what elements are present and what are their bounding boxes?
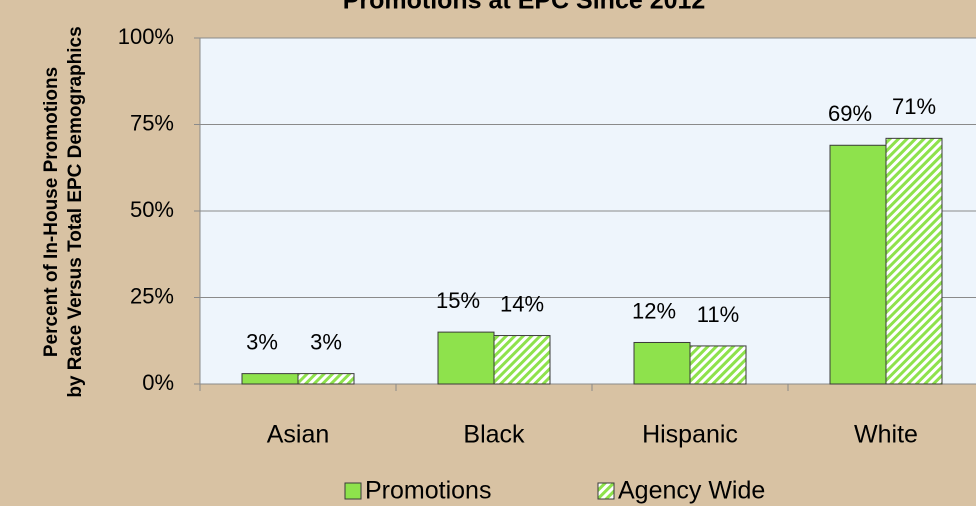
value-label: 15% [436,288,480,313]
value-label: 69% [828,101,872,126]
value-label: 3% [310,329,342,354]
legend-label: Agency Wide [618,477,765,505]
y-axis-label: Percent of In-House Promotions [41,67,62,357]
y-tick-label: 0% [142,370,174,395]
y-tick-label: 75% [130,110,174,135]
x-tick-label: Hispanic [642,421,738,449]
bar [633,341,691,385]
value-label: 12% [632,298,676,323]
bar [297,373,355,385]
y-axis-label: by Race Versus Total EPC Demographics [65,26,86,397]
value-label: 11% [697,302,739,327]
chart-title: Promotions at EPC Since 2012 [343,0,706,15]
value-label: 14% [500,291,544,316]
y-tick-label: 100% [118,24,174,49]
value-label: 3% [246,329,278,354]
legend-swatch [344,482,362,500]
y-tick-label: 50% [130,197,174,222]
x-tick-label: White [854,421,918,449]
bar [493,335,551,385]
bar [829,144,887,385]
legend-swatch [597,482,615,500]
legend-label: Promotions [365,477,491,505]
bar [437,331,495,385]
x-tick-label: Black [463,421,525,449]
value-label: 71% [892,94,936,119]
y-tick-label: 25% [130,283,174,308]
bar [241,373,299,385]
x-tick-label: Asian [267,421,330,449]
bar [885,137,943,385]
bar [689,345,747,385]
